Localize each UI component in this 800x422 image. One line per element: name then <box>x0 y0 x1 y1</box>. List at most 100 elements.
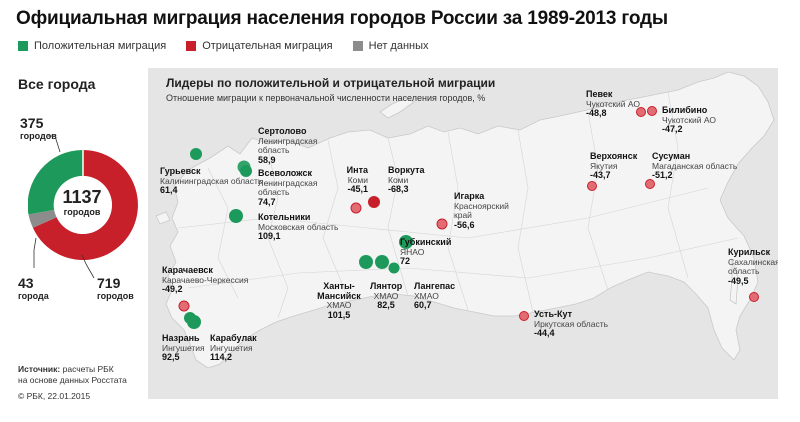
map-panel: Лидеры по положительной и отрицательной … <box>148 68 778 399</box>
border-5 <box>447 131 469 311</box>
legend-label-nodata: Нет данных <box>368 40 429 52</box>
city-name: Гурьевск <box>160 166 201 176</box>
city-region: Ленинградская <box>258 135 318 146</box>
city-region: край <box>454 210 472 220</box>
city-name: Усть-Кут <box>534 309 572 319</box>
russia-landmass <box>165 71 775 369</box>
novaya-zemlya <box>379 97 415 119</box>
city-name: Карачаевск <box>162 265 213 275</box>
city-region: Ингушетия <box>210 342 253 353</box>
city-value: -43,7 <box>590 170 611 180</box>
city-region: Красноярский <box>454 200 509 211</box>
nodata-count-value: 43 <box>18 275 34 291</box>
city-name: Певек <box>586 89 613 99</box>
legend-label-negative: Отрицательная миграция <box>202 40 333 52</box>
legend-swatch-positive <box>18 41 28 51</box>
city-name: Инта <box>346 165 368 175</box>
label-gurievsk: Гурьевск Калининградская область 61,4 <box>160 166 262 196</box>
city-value: 60,7 <box>414 300 432 310</box>
city-value: 114,2 <box>210 352 233 362</box>
label-khanty: Ханты- Мансийск ХМАО 101,5 <box>310 281 368 320</box>
label-karachaevsk: Карачаевск Карачаево-Черкессия -49,2 <box>162 265 249 295</box>
donut-total: 1137 <box>62 187 102 207</box>
border-3 <box>322 139 349 299</box>
city-value: 92,5 <box>162 352 180 362</box>
city-region: Якутия <box>590 160 618 171</box>
copyright: © РБК, 22.01.2015 <box>18 391 91 401</box>
city-region: ХМАО <box>373 290 399 301</box>
city-value: -49,5 <box>728 275 749 286</box>
city-region: область <box>258 187 290 197</box>
city-value: 101,5 <box>327 309 351 320</box>
legend-item-nodata: Нет данных <box>352 40 429 52</box>
label-vsevolozhsk: Всеволожск Ленинградская область 74,7 <box>258 168 317 207</box>
legend: Положительная миграция Отрицательная миг… <box>18 40 429 52</box>
city-name: Всеволожск <box>258 168 312 178</box>
city-region: Коми <box>388 174 409 185</box>
marker-inta <box>350 202 362 214</box>
city-name: Сусуман <box>652 151 691 161</box>
label-gubkinsky: Губкинский ЯНАО 72 <box>400 237 451 267</box>
city-value: -44,4 <box>534 328 555 338</box>
city-value: 82,5 <box>377 300 395 310</box>
city-region: ХМАО <box>414 290 439 301</box>
marker-kotelniki <box>229 209 243 223</box>
label-verkhoyansk: Верхоянск Якутия -43,7 <box>590 151 637 181</box>
city-region: область <box>728 266 760 276</box>
negative-count-value: 719 <box>97 275 121 291</box>
label-kurilsk: Курильск Сахалинская область -49,5 <box>728 247 778 286</box>
city-region: ЯНАО <box>400 246 425 257</box>
city-value: 61,4 <box>160 185 178 195</box>
all-cities-title: Все города <box>18 76 96 92</box>
donut-segment-nodata <box>28 209 57 228</box>
label-kotelniki: Котельники Московская область 109,1 <box>258 212 338 242</box>
russia-map <box>155 71 775 369</box>
border-8 <box>667 91 689 279</box>
marker-gurievsk <box>190 148 202 160</box>
city-name: Сертолово <box>258 126 307 136</box>
city-region: Чукотский АО <box>586 98 640 109</box>
region-borders <box>177 91 739 319</box>
negative-count-label: городов <box>97 291 134 301</box>
legend-swatch-negative <box>186 41 197 51</box>
legend-swatch-nodata <box>352 41 363 51</box>
city-region: Ингушетия <box>162 342 205 353</box>
city-name: Назрань <box>162 333 200 343</box>
panel-title: Лидеры по положительной и отрицательной … <box>166 76 496 90</box>
marker-susuman <box>645 179 655 189</box>
city-region: Карачаево-Черкессия <box>162 274 249 285</box>
city-value: -48,8 <box>586 108 607 118</box>
donut-hole <box>54 176 112 234</box>
label-sertolovo: Сертолово Ленинградская область 58,9 <box>258 126 318 165</box>
marker-igarka <box>436 218 448 230</box>
donut-segment-positive <box>28 150 83 215</box>
label-bilibino: Билибино Чукотский АО -47,2 <box>662 105 716 135</box>
leader-nodata <box>33 237 37 268</box>
source-text-2: на основе данных Росстата <box>18 375 127 385</box>
city-name: Мансийск <box>317 290 361 301</box>
marker-lyantor <box>375 255 389 269</box>
legend-item-negative: Отрицательная миграция <box>186 40 333 52</box>
city-name: Игарка <box>454 191 485 201</box>
label-ustkut: Усть-Кут Иркутская область -44,4 <box>534 309 608 339</box>
label-nazran: Назрань Ингушетия 92,5 <box>162 333 205 363</box>
page-title: Официальная миграция населения городов Р… <box>16 8 668 29</box>
donut-leader-lines <box>33 135 95 279</box>
donut-total-label: городов <box>63 207 101 217</box>
border-7 <box>587 111 609 291</box>
border-1 <box>207 167 239 299</box>
city-region: Магаданская область <box>652 160 738 171</box>
label-lyantor: Лянтор ХМАО 82,5 <box>370 281 403 311</box>
positive-count: 375 городов <box>20 115 57 142</box>
positive-count-value: 375 <box>20 115 44 131</box>
city-value: 72 <box>400 256 411 266</box>
label-igarka: Игарка Красноярский край -56,6 <box>454 191 509 230</box>
marker-karachaevsk <box>178 300 190 312</box>
city-name: Лянтор <box>370 281 403 291</box>
city-region: Сахалинская <box>728 256 778 267</box>
source-label: Источник: <box>18 364 61 374</box>
label-vorkuta: Воркута Коми -68,3 <box>388 165 425 195</box>
city-value: 58,9 <box>258 154 276 165</box>
donut-segment-negative <box>32 150 138 260</box>
city-value: -68,3 <box>388 184 409 194</box>
